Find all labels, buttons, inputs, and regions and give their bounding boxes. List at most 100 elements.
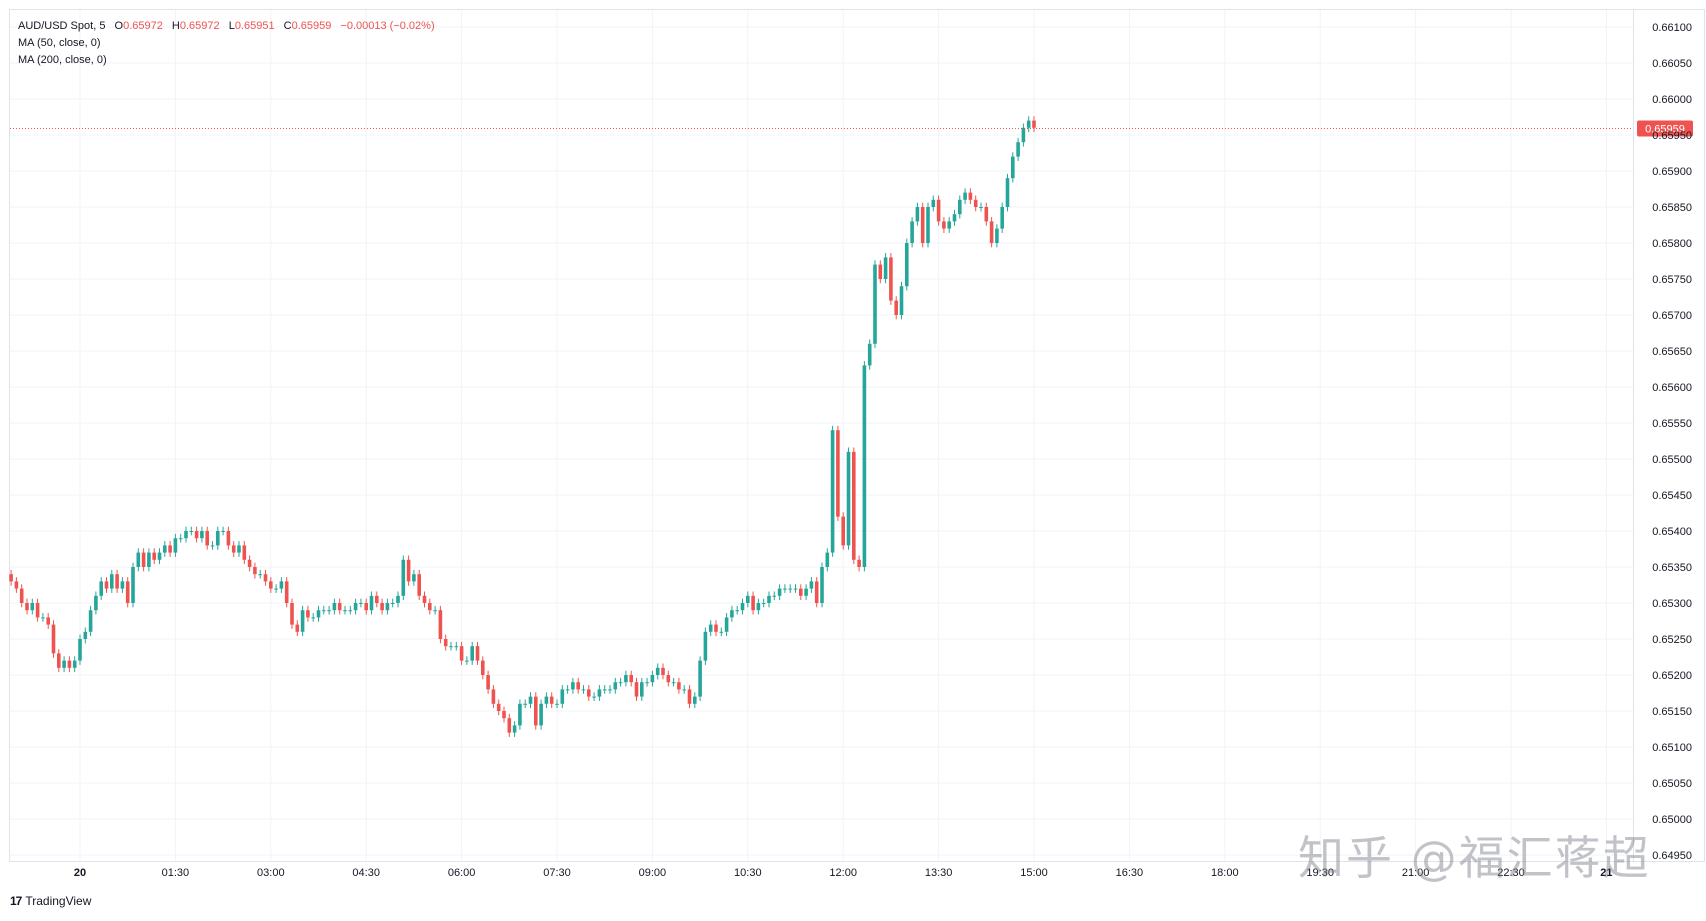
candle[interactable] [428, 598, 432, 615]
candle[interactable] [671, 677, 676, 687]
candle[interactable] [459, 641, 464, 665]
candle[interactable] [279, 577, 284, 593]
indicator-ma50[interactable]: MA (50, close, 0) [18, 37, 101, 49]
candle[interactable] [9, 569, 13, 586]
candle[interactable] [295, 620, 300, 637]
candle[interactable] [131, 562, 135, 608]
candle[interactable] [777, 584, 782, 601]
candle[interactable] [687, 685, 692, 709]
candle[interactable] [491, 685, 496, 709]
candle[interactable] [163, 541, 167, 557]
candle[interactable] [958, 195, 962, 219]
candle[interactable] [793, 584, 798, 593]
candle[interactable] [926, 202, 930, 248]
candle[interactable] [417, 569, 421, 601]
candle[interactable] [14, 577, 19, 593]
candle[interactable] [698, 656, 702, 701]
candle[interactable] [862, 361, 867, 572]
candle[interactable] [761, 598, 766, 608]
candle[interactable] [724, 613, 729, 637]
candle[interactable] [237, 541, 241, 557]
candle[interactable] [422, 591, 427, 608]
candle[interactable] [624, 670, 628, 687]
candle[interactable] [894, 296, 898, 320]
candle[interactable] [867, 339, 872, 370]
candle[interactable] [507, 713, 512, 737]
candle[interactable] [512, 721, 517, 737]
candle[interactable] [247, 555, 252, 572]
candle[interactable] [714, 620, 718, 637]
candle[interactable] [1016, 137, 1020, 161]
candle[interactable] [332, 598, 337, 615]
candle[interactable] [804, 584, 808, 601]
candle[interactable] [88, 605, 93, 637]
candle[interactable] [401, 555, 406, 601]
candle[interactable] [576, 677, 580, 694]
candle[interactable] [470, 641, 474, 665]
candle[interactable] [57, 649, 61, 673]
candle[interactable] [99, 577, 103, 601]
candle[interactable] [41, 613, 45, 622]
candle[interactable] [942, 217, 946, 233]
candle[interactable] [72, 656, 77, 673]
candle[interactable] [899, 281, 904, 320]
candle[interactable] [682, 685, 686, 694]
candle[interactable] [359, 598, 363, 608]
candle[interactable] [194, 526, 199, 543]
candle[interactable] [30, 598, 35, 615]
candle[interactable] [443, 634, 448, 651]
candle[interactable] [783, 584, 787, 593]
candle[interactable] [878, 260, 883, 284]
candle[interactable] [396, 591, 400, 608]
candle[interactable] [666, 670, 671, 687]
candle[interactable] [947, 217, 951, 233]
candle[interactable] [788, 584, 792, 593]
candle[interactable] [364, 598, 368, 615]
candle[interactable] [406, 555, 411, 586]
candle[interactable] [613, 677, 618, 694]
candle[interactable] [549, 692, 554, 709]
candle[interactable] [984, 202, 989, 226]
candle[interactable] [735, 605, 739, 615]
candle[interactable] [141, 548, 146, 572]
candle[interactable] [936, 195, 941, 226]
candle[interactable] [110, 569, 114, 593]
candle[interactable] [104, 577, 109, 593]
candle[interactable] [19, 584, 24, 608]
candle[interactable] [369, 591, 374, 615]
candle[interactable] [523, 699, 527, 709]
candle[interactable] [337, 598, 342, 615]
candle[interactable] [910, 217, 914, 248]
candle[interactable] [746, 591, 750, 608]
candle[interactable] [115, 569, 119, 593]
candle[interactable] [385, 598, 390, 615]
candle[interactable] [534, 692, 538, 730]
candle[interactable] [560, 685, 565, 709]
candle[interactable] [814, 577, 819, 608]
candle[interactable] [555, 699, 559, 709]
candle[interactable] [454, 641, 459, 651]
candle[interactable] [327, 605, 331, 615]
candles[interactable] [9, 116, 1036, 737]
candle[interactable] [1005, 173, 1010, 212]
candle[interactable] [677, 677, 681, 694]
candle[interactable] [883, 253, 888, 284]
candle[interactable] [565, 685, 570, 694]
candle[interactable] [496, 699, 501, 716]
candle[interactable] [242, 541, 247, 565]
candle[interactable] [284, 577, 289, 608]
candle[interactable] [263, 569, 268, 586]
candle[interactable] [518, 699, 522, 730]
candle[interactable] [592, 692, 596, 701]
candle[interactable] [189, 526, 194, 536]
candle[interactable] [200, 526, 204, 543]
candle[interactable] [1026, 116, 1031, 133]
candle[interactable] [544, 692, 549, 709]
candle[interactable] [640, 677, 644, 701]
candle[interactable] [608, 685, 612, 694]
candle[interactable] [772, 591, 777, 601]
candle[interactable] [269, 577, 273, 593]
candle[interactable] [465, 656, 469, 665]
candle[interactable] [952, 209, 957, 226]
candle[interactable] [629, 670, 633, 687]
